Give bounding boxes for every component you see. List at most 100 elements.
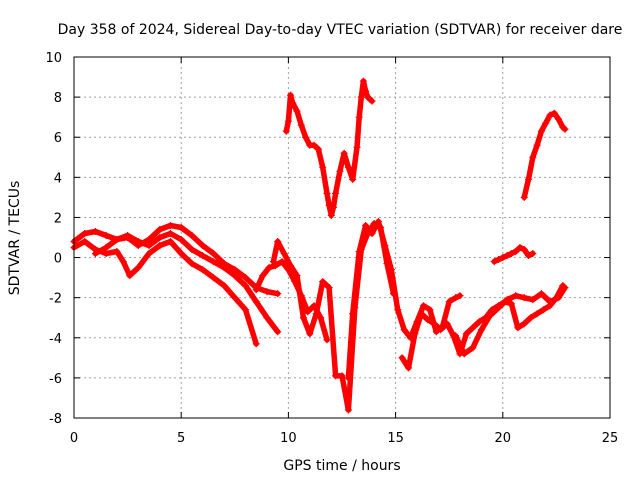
data-point bbox=[278, 258, 286, 266]
data-point bbox=[359, 77, 367, 85]
data-point bbox=[355, 248, 363, 256]
data-point bbox=[477, 326, 485, 334]
data-point bbox=[546, 111, 554, 119]
data-point bbox=[102, 244, 110, 252]
data-point bbox=[540, 306, 548, 314]
data-point bbox=[269, 258, 277, 266]
data-point bbox=[314, 145, 322, 153]
data-point bbox=[81, 238, 89, 246]
data-point bbox=[400, 326, 408, 334]
data-point bbox=[274, 290, 282, 298]
data-point bbox=[445, 298, 453, 306]
y-tick-label: -6 bbox=[49, 372, 62, 387]
y-tick-label: 0 bbox=[54, 252, 62, 267]
data-point bbox=[520, 246, 528, 254]
data-point bbox=[299, 314, 307, 322]
data-point bbox=[469, 324, 477, 332]
data-point bbox=[177, 250, 185, 258]
series-arc-i bbox=[490, 244, 537, 266]
data-point bbox=[312, 310, 320, 318]
data-point bbox=[113, 248, 121, 256]
data-point bbox=[443, 320, 451, 328]
data-point bbox=[525, 175, 533, 183]
data-point bbox=[430, 320, 438, 328]
data-point bbox=[349, 175, 357, 183]
data-point bbox=[520, 320, 528, 328]
data-point bbox=[514, 324, 522, 332]
data-point bbox=[220, 264, 228, 272]
data-point bbox=[319, 278, 327, 286]
series-trace bbox=[283, 78, 375, 219]
data-point bbox=[507, 300, 515, 308]
data-point bbox=[417, 310, 425, 318]
data-point bbox=[252, 340, 260, 348]
y-tick-label: 6 bbox=[54, 131, 62, 146]
data-point bbox=[323, 336, 331, 344]
data-point bbox=[293, 107, 301, 115]
data-point bbox=[327, 211, 335, 219]
data-point bbox=[287, 262, 295, 270]
data-point bbox=[362, 87, 370, 95]
data-point bbox=[310, 141, 318, 149]
data-point bbox=[124, 231, 132, 239]
series-trace bbox=[71, 222, 281, 297]
data-point bbox=[145, 242, 153, 250]
data-point bbox=[199, 252, 207, 260]
data-point bbox=[126, 272, 134, 280]
data-point bbox=[188, 246, 196, 254]
data-point bbox=[387, 266, 395, 274]
data-point bbox=[456, 292, 464, 300]
data-point bbox=[220, 282, 228, 290]
data-point bbox=[398, 354, 406, 362]
data-point bbox=[529, 250, 537, 258]
data-point bbox=[287, 91, 295, 99]
data-point bbox=[338, 372, 346, 380]
data-point bbox=[520, 193, 528, 201]
data-point bbox=[537, 290, 545, 298]
data-point bbox=[368, 229, 376, 237]
data-point bbox=[242, 306, 250, 314]
data-point bbox=[368, 97, 376, 105]
data-point bbox=[323, 189, 331, 197]
data-point bbox=[166, 221, 174, 229]
data-point bbox=[499, 254, 507, 262]
data-point bbox=[199, 242, 207, 250]
data-point bbox=[336, 167, 344, 175]
data-point bbox=[357, 93, 365, 101]
data-point bbox=[188, 231, 196, 239]
data-point bbox=[177, 236, 185, 244]
data-point bbox=[81, 229, 89, 237]
data-point bbox=[145, 250, 153, 258]
data-point bbox=[145, 236, 153, 244]
series-trace bbox=[452, 284, 568, 357]
data-point bbox=[231, 266, 239, 274]
data-point bbox=[263, 288, 271, 296]
x-axis-label: GPS time / hours bbox=[283, 458, 400, 474]
data-point bbox=[242, 274, 250, 282]
data-point bbox=[495, 256, 503, 264]
data-point bbox=[293, 272, 301, 280]
data-point bbox=[490, 258, 498, 266]
data-point bbox=[134, 264, 142, 272]
data-point bbox=[512, 248, 520, 256]
data-point bbox=[209, 274, 217, 282]
series-arc-j bbox=[282, 77, 376, 219]
x-tick-label: 20 bbox=[495, 431, 512, 446]
data-point bbox=[274, 328, 282, 336]
data-point bbox=[561, 125, 569, 133]
data-point bbox=[419, 302, 427, 310]
data-point bbox=[302, 133, 310, 141]
series-trace bbox=[92, 230, 281, 335]
data-point bbox=[274, 238, 282, 246]
data-point bbox=[462, 330, 470, 338]
data-point bbox=[289, 99, 297, 107]
data-point bbox=[340, 149, 348, 157]
data-point bbox=[284, 117, 292, 125]
series-arc-a bbox=[70, 221, 282, 298]
data-point bbox=[353, 143, 361, 151]
data-point bbox=[529, 153, 537, 161]
data-point bbox=[452, 332, 460, 340]
data-point bbox=[102, 231, 110, 239]
data-point bbox=[156, 225, 164, 233]
